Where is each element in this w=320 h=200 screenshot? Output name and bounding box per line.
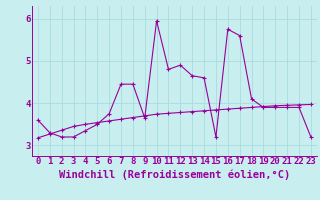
X-axis label: Windchill (Refroidissement éolien,°C): Windchill (Refroidissement éolien,°C) [59, 169, 290, 180]
